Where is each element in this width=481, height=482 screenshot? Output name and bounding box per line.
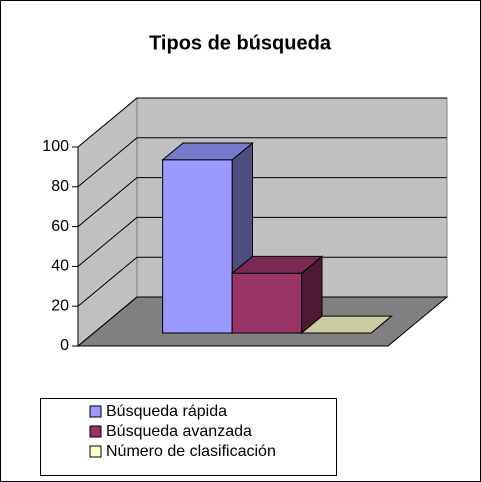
bar-front bbox=[162, 159, 233, 334]
grid-line bbox=[77, 177, 447, 227]
grid-line bbox=[77, 216, 447, 267]
y-tick-label: 20 bbox=[51, 297, 69, 314]
grid-line bbox=[77, 256, 447, 307]
y-tick-label: 0 bbox=[60, 337, 69, 354]
legend-label: Búsqueda rápida bbox=[106, 403, 227, 420]
legend-swatch bbox=[89, 445, 102, 458]
y-tick-label: 100 bbox=[42, 138, 69, 155]
bar-front bbox=[231, 272, 303, 334]
grid-line bbox=[77, 296, 447, 347]
y-tick-label: 40 bbox=[51, 258, 69, 275]
legend-label: Búsqueda avanzada bbox=[106, 423, 252, 440]
legend-label: Número de clasificación bbox=[106, 443, 276, 460]
legend-swatch bbox=[89, 405, 102, 418]
legend-swatch bbox=[89, 425, 102, 438]
grid-line bbox=[77, 137, 447, 188]
grid-line bbox=[77, 97, 447, 148]
y-tick-label: 60 bbox=[51, 218, 69, 235]
y-tick-label: 80 bbox=[51, 178, 69, 195]
chart-title: Tipos de búsqueda bbox=[149, 32, 332, 54]
